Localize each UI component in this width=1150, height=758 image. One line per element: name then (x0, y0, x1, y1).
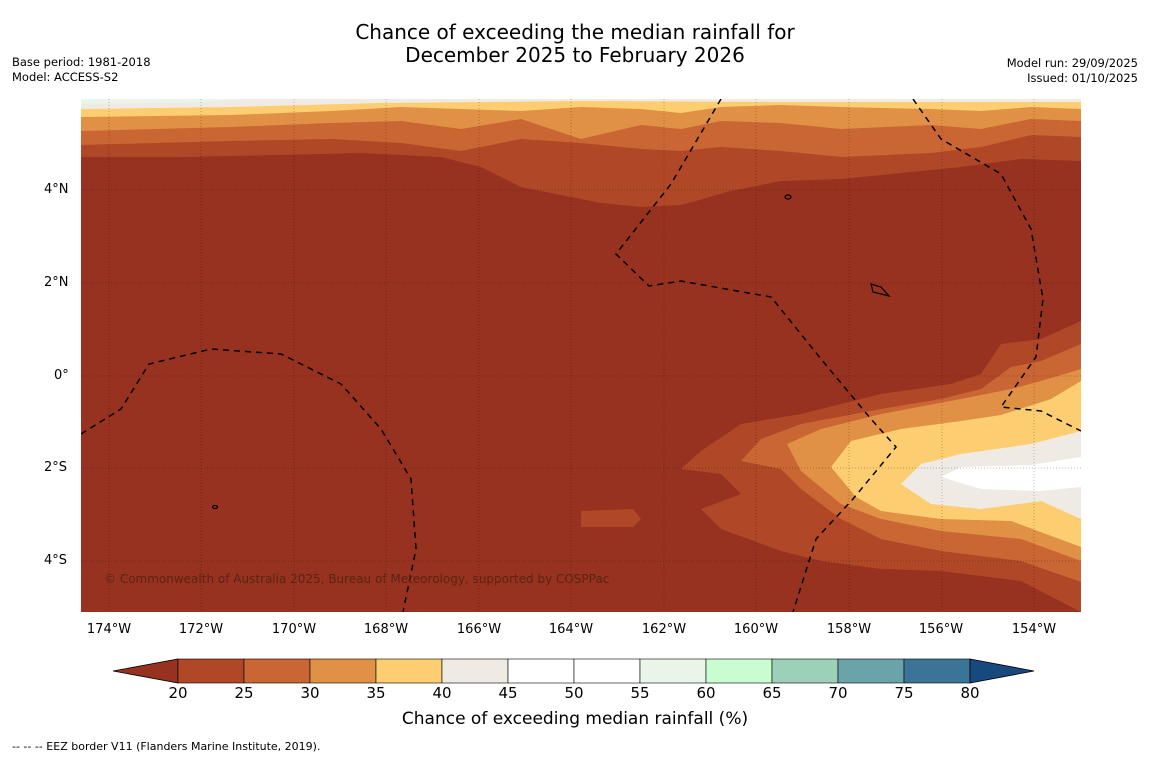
lon-label-170w: 170°W (271, 622, 317, 637)
lon-label-172w: 172°W (178, 622, 224, 637)
colorbar-tick-25: 25 (234, 684, 254, 702)
colorbar-tick-20: 20 (168, 684, 188, 702)
eez-borders (81, 99, 1081, 612)
colorbar-tick-45: 45 (498, 684, 518, 702)
colorbar-tick-65: 65 (762, 684, 782, 702)
eez-legend-note: -- -- -- EEZ border V11 (Flanders Marine… (12, 740, 321, 753)
lon-label-174w: 174°W (86, 622, 132, 637)
colorbar-segment-60-65 (705, 658, 773, 684)
lon-label-156w: 156°W (918, 622, 964, 637)
map-title-line-2: December 2025 to February 2026 (405, 43, 745, 67)
lat-label-2s: 2°S (44, 460, 68, 475)
band-55-60-north (81, 99, 241, 104)
colorbar-tick-40: 40 (432, 684, 452, 702)
lon-label-162w: 162°W (641, 622, 687, 637)
colorbar-extend-low (113, 658, 179, 684)
colorbar-segment-20-25 (177, 658, 245, 684)
colorbar-tick-35: 35 (366, 684, 386, 702)
base-period: Base period: 1981-2018 (12, 55, 151, 69)
meta-right: Model run: 29/09/2025 Issued: 01/10/2025 (1007, 56, 1138, 86)
colorbar-tick-75: 75 (894, 684, 914, 702)
map-title-line-1: Chance of exceeding the median rainfall … (355, 20, 795, 44)
colorbar-segment-35-40 (375, 658, 443, 684)
colorbar-segment-70-75 (837, 658, 905, 684)
band-40-45-north (81, 99, 1081, 109)
lon-label-164w: 164°W (548, 622, 594, 637)
meta-left: Base period: 1981-2018 Model: ACCESS-S2 (12, 55, 151, 85)
colorbar-segment-65-70 (771, 658, 839, 684)
colorbar-title: Chance of exceeding median rainfall (%) (401, 709, 749, 729)
lon-label-160w: 160°W (733, 622, 779, 637)
colorbar-tick-50: 50 (564, 684, 584, 702)
lat-label-0: 0° (54, 368, 69, 383)
issued-date: Issued: 01/10/2025 (1027, 71, 1138, 85)
colorbar-tick-30: 30 (300, 684, 320, 702)
colorbar-segment-25-30 (243, 658, 311, 684)
lat-label-4s: 4°S (44, 553, 68, 568)
lon-label-166w: 166°W (456, 622, 502, 637)
lon-label-154w: 154°W (1011, 622, 1057, 637)
colorbar-segment-40-45 (441, 658, 509, 684)
colorbar-segment-75-80 (903, 658, 971, 684)
colorbar-segment-30-35 (309, 658, 377, 684)
model-name: Model: ACCESS-S2 (12, 70, 119, 84)
colorbar-tick-60: 60 (696, 684, 716, 702)
colorbar-tick-70: 70 (828, 684, 848, 702)
band-45-50-south-east (941, 457, 1081, 491)
islands (211, 194, 891, 510)
model-run: Model run: 29/09/2025 (1006, 56, 1138, 70)
colorbar-extend-high (969, 658, 1035, 684)
lon-label-168w: 168°W (363, 622, 409, 637)
lat-label-4n: 4°N (44, 182, 69, 197)
colorbar (113, 658, 1035, 684)
colorbar-segment-45-50 (507, 658, 575, 684)
copyright-credit: © Commonwealth of Australia 2025, Bureau… (104, 572, 610, 586)
colorbar-tick-80: 80 (960, 684, 980, 702)
patch-20-25 (581, 509, 641, 527)
colorbar-segment-55-60 (639, 658, 707, 684)
colorbar-tick-55: 55 (630, 684, 650, 702)
rainfall-map[interactable] (81, 99, 1081, 612)
lat-label-2n: 2°N (44, 275, 69, 290)
colorbar-segment-50-55 (573, 658, 641, 684)
lon-label-158w: 158°W (826, 622, 872, 637)
